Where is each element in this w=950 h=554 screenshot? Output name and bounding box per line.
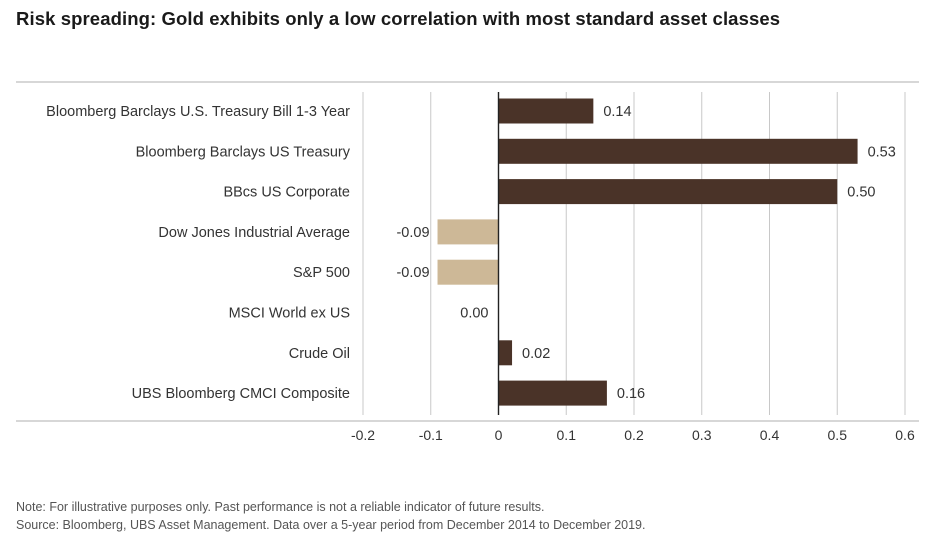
note-text: Note: For illustrative purposes only. Pa… — [16, 500, 545, 514]
x-tick-label: -0.1 — [419, 427, 443, 443]
category-label: S&P 500 — [293, 265, 350, 281]
bar — [498, 98, 594, 124]
bar — [498, 380, 607, 406]
category-label: Dow Jones Industrial Average — [158, 225, 350, 241]
category-label: Bloomberg Barclays US Treasury — [136, 144, 351, 160]
bar — [498, 179, 838, 205]
x-tick-label: 0.5 — [828, 427, 848, 443]
x-tick-label: 0.3 — [692, 427, 712, 443]
category-label: BBcs US Corporate — [223, 185, 350, 201]
category-label: MSCI World ex US — [229, 306, 350, 322]
value-label: -0.09 — [396, 265, 429, 281]
category-label: Crude Oil — [289, 346, 350, 362]
frame-lines — [16, 81, 919, 422]
category-label: Bloomberg Barclays U.S. Treasury Bill 1-… — [46, 104, 350, 120]
value-label: -0.09 — [396, 225, 429, 241]
category-label: UBS Bloomberg CMCI Composite — [132, 386, 350, 402]
category-labels: Bloomberg Barclays U.S. Treasury Bill 1-… — [46, 104, 351, 402]
bar — [498, 340, 513, 366]
x-tick-label: 0.1 — [557, 427, 577, 443]
gridlines — [362, 92, 906, 415]
value-label: 0.50 — [847, 185, 875, 201]
bar — [437, 259, 499, 285]
source-text: Source: Bloomberg, UBS Asset Management.… — [16, 518, 646, 532]
x-tick-label: -0.2 — [351, 427, 375, 443]
bar — [498, 138, 858, 164]
value-label: 0.16 — [617, 386, 645, 402]
x-tick-label: 0 — [495, 427, 503, 443]
value-label: 0.53 — [868, 144, 896, 160]
value-label: 0.14 — [603, 104, 631, 120]
bar — [437, 219, 499, 245]
chart-title: Risk spreading: Gold exhibits only a low… — [16, 8, 781, 29]
value-labels: 0.14 0.53 0.50 -0.09 -0.09 0.00 0.02 0.16 — [396, 104, 895, 402]
bars — [437, 98, 858, 406]
x-tick-label: 0.6 — [895, 427, 915, 443]
tick-labels: -0.2 -0.1 0 0.1 0.2 0.3 0.4 0.5 0.6 — [351, 427, 915, 443]
x-tick-label: 0.2 — [624, 427, 644, 443]
value-label: 0.02 — [522, 346, 550, 362]
value-label: 0.00 — [460, 306, 488, 322]
x-tick-label: 0.4 — [760, 427, 780, 443]
